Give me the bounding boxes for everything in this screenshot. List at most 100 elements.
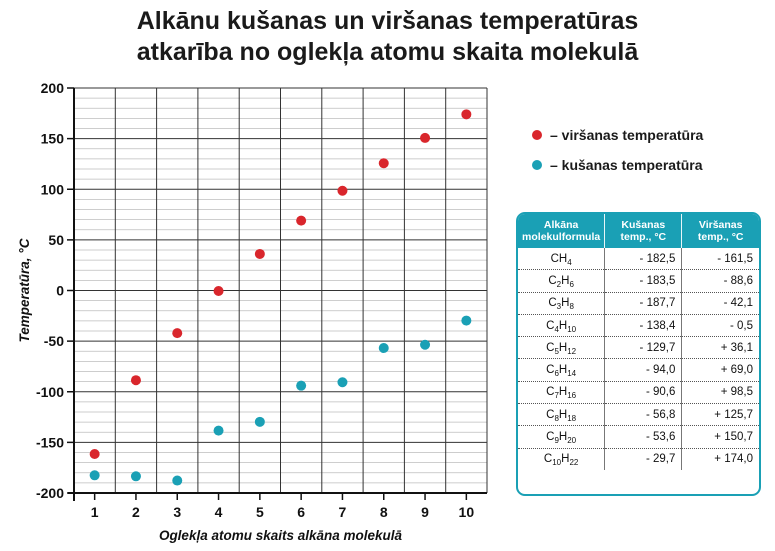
x-tick-label: 10	[459, 504, 475, 520]
formula-subscript: 4	[567, 257, 572, 267]
formula-element: C	[546, 386, 555, 399]
formula-element: C	[546, 364, 555, 377]
table-cell-formula: CH4	[518, 248, 605, 271]
formula-element: C	[546, 408, 555, 421]
melting-point-marker-2	[130, 471, 141, 482]
legend-melting-marker	[532, 160, 542, 170]
table-cell-melting: - 138,4	[604, 314, 682, 338]
x-tick-label: 9	[421, 504, 429, 520]
formula-element: C	[546, 431, 555, 444]
table-cell-formula: C10H22	[518, 448, 605, 470]
table-row: C10H22- 29,7 + 174,0	[518, 448, 759, 470]
x-axis-title: Oglekļa atomu skaits alkāna molekulā	[159, 528, 403, 543]
table-cell-formula: C7H16	[518, 381, 605, 405]
chart-title: Alkānu kušanas un viršanas temperatūras …	[0, 6, 775, 68]
formula-subscript: 2	[556, 279, 562, 289]
formula-element: C	[546, 341, 555, 354]
boiling-point-marker-6	[296, 215, 307, 226]
table-row: C9H20- 53,6 + 150,7	[518, 425, 759, 449]
table-row: C8H18- 56,8 + 125,7	[518, 403, 759, 427]
formula-element: H	[558, 252, 568, 265]
x-tick-label: 7	[339, 504, 347, 520]
table-header-formula: Alkāna molekulformula	[518, 214, 605, 248]
table-cell-formula: C3H8	[518, 292, 605, 315]
table-cell-formula: C5H12	[518, 336, 605, 360]
table-cell-formula: C8H18	[518, 403, 605, 427]
y-tick-label: -50	[44, 333, 64, 349]
formula-subscript: 5	[554, 346, 559, 356]
formula-subscript: 18	[567, 413, 577, 423]
formula-element: H	[558, 408, 568, 421]
melting-point-marker-6	[296, 380, 307, 391]
table-cell-formula: C6H14	[518, 358, 605, 382]
y-tick-label: -150	[36, 434, 64, 450]
melting-point-marker-5	[254, 416, 265, 427]
y-tick-label: 200	[41, 80, 65, 96]
table-row: C7H16- 90,6 + 98,5	[518, 381, 759, 405]
table-cell-formula: C2H6	[518, 269, 605, 293]
table-header-melting: Kušanas temp., °C	[604, 214, 682, 248]
x-tick-label: 4	[215, 504, 223, 520]
data-table: Alkāna molekulformula Kušanas temp., °C …	[518, 214, 759, 470]
x-tick-label: 5	[256, 504, 264, 520]
formula-subscript: 3	[556, 302, 562, 312]
formula-subscript: 8	[554, 413, 559, 423]
formula-element: H	[558, 341, 568, 354]
formula-element: H	[561, 297, 570, 310]
formula-subscript: 6	[554, 369, 559, 379]
formula-subscript: 6	[569, 279, 574, 289]
table-cell-melting: - 53,6	[604, 425, 682, 449]
formula-subscript: 4	[554, 324, 559, 334]
y-tick-label: -100	[36, 384, 64, 400]
table-cell-boiling: + 125,7	[681, 403, 759, 427]
table-row: C4H10- 138,4- 0,5	[518, 314, 759, 338]
formula-subscript: 22	[569, 458, 579, 468]
table-cell-boiling: + 98,5	[681, 381, 759, 405]
table-row: C3H8- 187,7- 42,1	[518, 292, 759, 315]
formula-element: C	[548, 297, 557, 310]
x-tick-label: 3	[173, 504, 181, 520]
formula-subscript: 12	[567, 346, 577, 356]
table-cell-melting: - 29,7	[604, 448, 682, 470]
table-cell-melting: - 94,0	[604, 358, 682, 382]
legend-boiling-label: – viršanas temperatūra	[550, 127, 704, 143]
formula-element: C	[550, 252, 559, 265]
formula-element: H	[558, 431, 568, 444]
table-cell-boiling: + 69,0	[681, 358, 759, 382]
table-cell-boiling: + 174,0	[681, 448, 759, 470]
table-cell-formula: C9H20	[518, 425, 605, 449]
melting-point-marker-9	[420, 339, 431, 350]
boiling-point-marker-1	[89, 449, 100, 460]
formula-subscript: 10	[552, 458, 562, 468]
formula-element: C	[546, 319, 555, 332]
formula-subscript: 16	[567, 391, 577, 401]
y-tick-label: -200	[36, 485, 64, 501]
chart-title-line2: atkarība no oglekļa atomu skaita molekul…	[136, 38, 639, 66]
x-tick-label: 8	[380, 504, 388, 520]
legend-melting-label: – kušanas temperatūra	[550, 157, 703, 173]
y-tick-label: 0	[56, 283, 64, 299]
table-cell-melting: - 182,5	[604, 248, 682, 271]
x-tick-label: 2	[132, 504, 140, 520]
boiling-point-marker-10	[461, 109, 472, 120]
x-tick-label: 6	[297, 504, 305, 520]
boiling-point-marker-9	[420, 132, 431, 143]
boiling-point-marker-3	[172, 328, 183, 339]
legend-boiling-marker	[532, 130, 542, 140]
table-cell-melting: - 90,6	[604, 381, 682, 405]
formula-subscript: 14	[567, 369, 577, 379]
melting-point-marker-7	[337, 377, 348, 388]
legend-item-melting: – kušanas temperatūra	[532, 157, 703, 173]
formula-element: C	[548, 274, 557, 287]
formula-element: H	[561, 453, 570, 466]
y-tick-label: 150	[41, 131, 65, 147]
table-cell-melting: - 129,7	[604, 336, 682, 360]
table-cell-boiling: - 161,5	[681, 248, 759, 271]
formula-subscript: 8	[569, 302, 574, 312]
melting-point-marker-10	[461, 315, 472, 326]
table-row: C5H12- 129,7 + 36,1	[518, 336, 759, 360]
formula-element: H	[561, 274, 570, 287]
table-row: CH4- 182,5- 161,5	[518, 248, 759, 271]
melting-point-marker-4	[213, 425, 224, 436]
